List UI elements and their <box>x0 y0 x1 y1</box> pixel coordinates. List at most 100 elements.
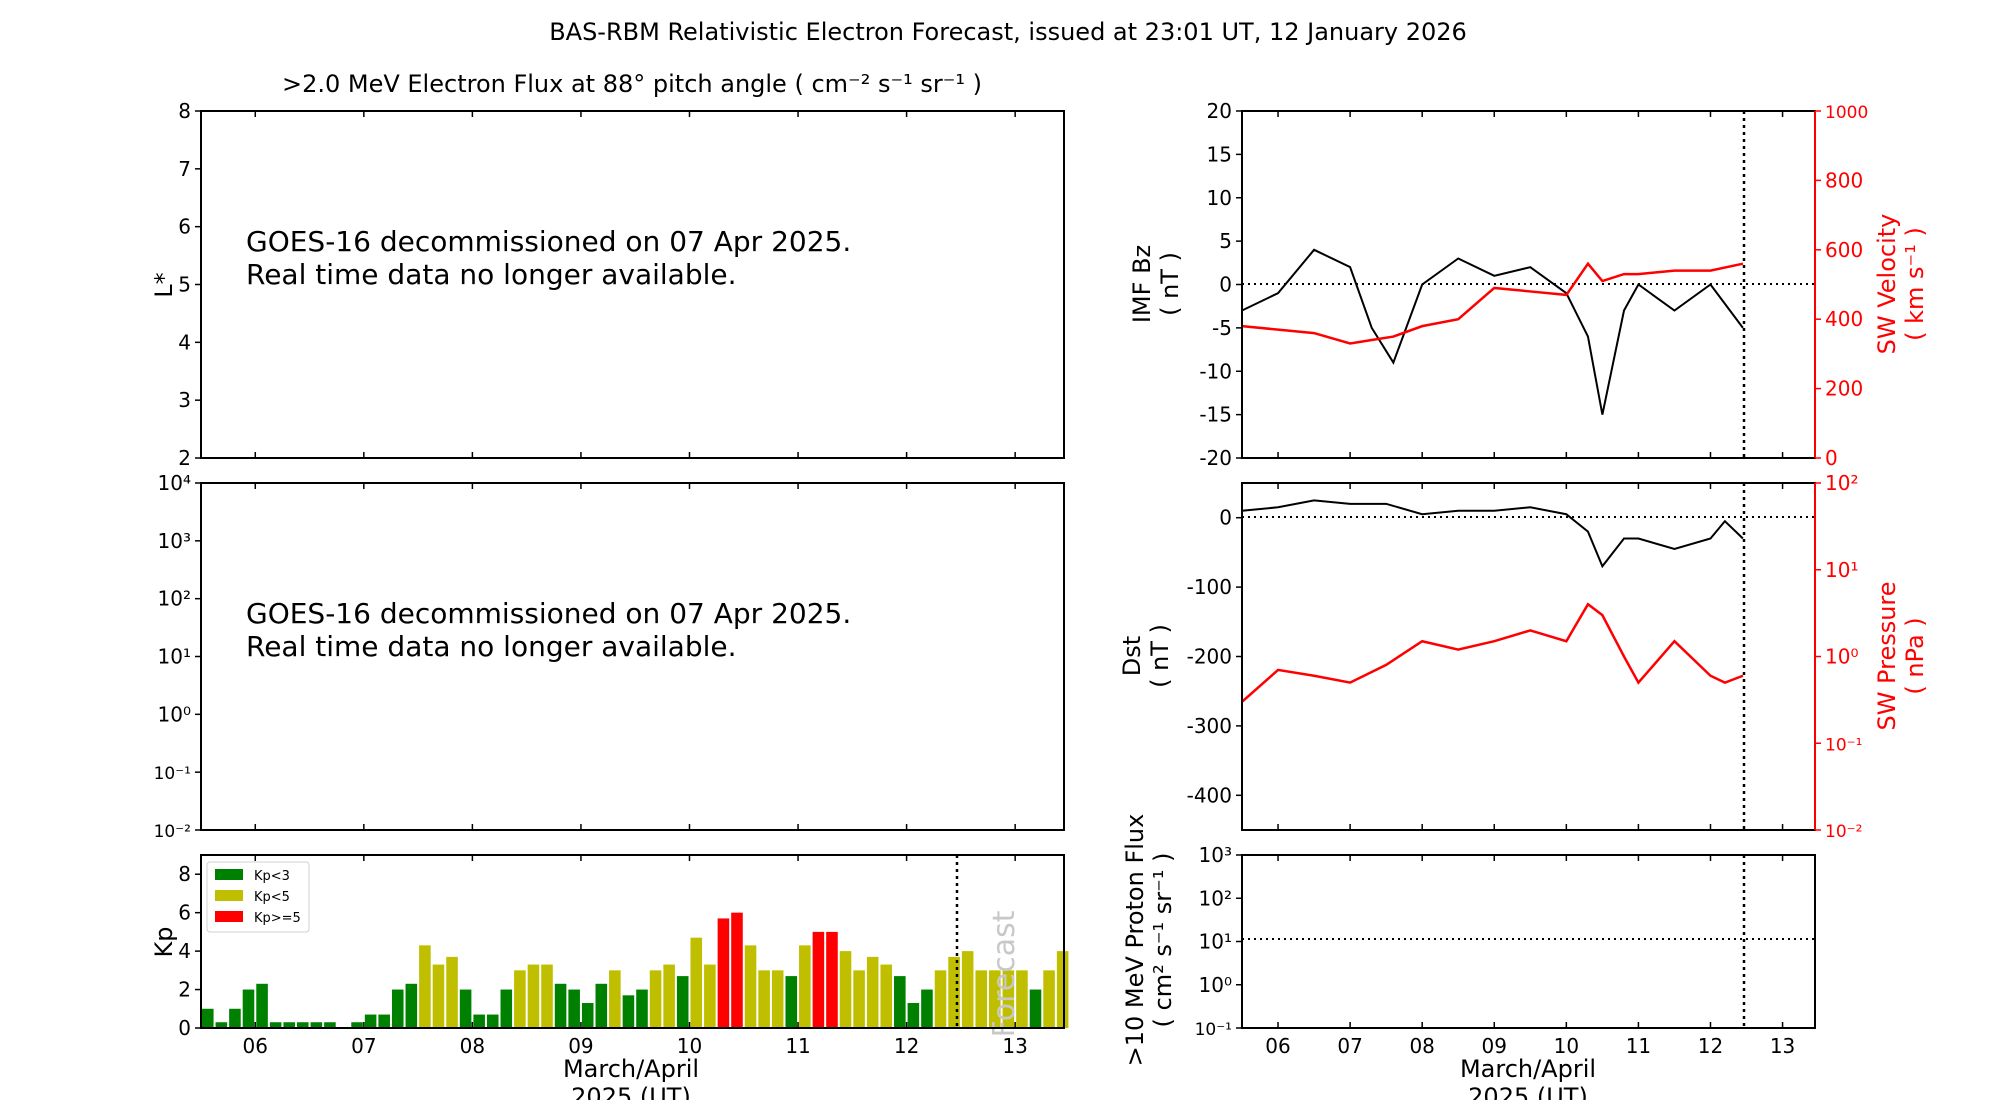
kp-legend-label-mid: Kp<5 <box>254 890 290 905</box>
kp-xtick-label: 07 <box>351 1034 376 1058</box>
kp-bar <box>853 970 865 1028</box>
sw-pressure-ytick-label: 10⁻¹ <box>1825 735 1862 755</box>
proton-xtick-label: 10 <box>1554 1034 1579 1058</box>
kp-bar <box>609 970 621 1028</box>
kp-bar <box>500 989 513 1028</box>
dst-axis-label-line2: ( nT ) <box>1146 624 1174 688</box>
kp-bar <box>839 951 852 1028</box>
dst-ytick-label: 0 <box>1219 506 1232 530</box>
proton-xtick-label: 06 <box>1265 1034 1290 1058</box>
kp-bar <box>202 1008 214 1028</box>
kp-bar <box>215 1022 228 1028</box>
proton-xtick-label: 08 <box>1409 1034 1434 1058</box>
kp-bar <box>296 1022 309 1028</box>
imf-axis-label-line2: ( nT ) <box>1156 252 1184 316</box>
kp-ytick-label: 4 <box>178 939 191 963</box>
lstar-ticks: 2 3 4 5 6 7 8 <box>178 99 1016 470</box>
kp-bar <box>731 912 743 1028</box>
kp-xtick-label: 10 <box>677 1034 702 1058</box>
kp-legend-label-high: Kp>=5 <box>254 911 301 926</box>
flux-ytick-label: 10¹ <box>158 645 191 669</box>
kp-bar <box>1029 989 1042 1028</box>
flux-notice-line2: Real time data no longer available. <box>246 630 737 663</box>
kp-panel: Forecast 0 2 4 6 8 06 07 08 09 10 11 12 13 Kp Kp<3 K… <box>150 854 1069 1100</box>
kp-bar <box>432 964 445 1028</box>
imf-ytick-label: -5 <box>1212 316 1232 340</box>
kp-bar <box>934 970 947 1028</box>
kp-ytick-label: 2 <box>178 978 191 1002</box>
kp-xaxis-label-line2: 2025 (UT) <box>571 1083 691 1100</box>
proton-axes-frame <box>1241 854 1816 1029</box>
flux-ytick-label: 10⁻¹ <box>154 764 191 784</box>
kp-bar <box>799 945 811 1028</box>
kp-xtick-label: 09 <box>568 1034 593 1058</box>
kp-xtick-label: 06 <box>243 1034 268 1058</box>
imf-ytick-label: -15 <box>1199 403 1232 427</box>
flux-ticks: 10⁻² 10⁻¹ 10⁰ 10¹ 10² 10³ 10⁴ <box>154 471 1016 842</box>
kp-bar <box>581 1003 594 1028</box>
lstar-ytick-label: 8 <box>178 99 191 123</box>
sw-velocity-ytick-label: 1000 <box>1825 103 1868 123</box>
kp-bar <box>663 964 675 1028</box>
kp-bar <box>310 1022 323 1028</box>
proton-xtick-label: 11 <box>1626 1034 1651 1058</box>
lstar-notice-line2: Real time data no longer available. <box>246 258 737 291</box>
kp-bar <box>405 983 418 1028</box>
kp-bar <box>459 989 472 1028</box>
flux-panel: 10⁻² 10⁻¹ 10⁰ 10¹ 10² 10³ 10⁴ GOES-16 decommis… <box>154 471 1065 842</box>
flux-ytick-label: 10³ <box>158 529 191 553</box>
kp-bar <box>622 995 635 1028</box>
proton-axis-label-line2: ( cm² s⁻¹ sr⁻¹ ) <box>1149 853 1177 1028</box>
dst-ticks: -400 -300 -200 -100 0 10⁻² 10⁻¹ 10⁰ 10¹ 10² <box>1187 471 1863 842</box>
kp-bar <box>880 964 893 1028</box>
proton-ytick-label: 10¹ <box>1199 930 1232 954</box>
sw-pressure-ytick-label: 10¹ <box>1825 558 1858 582</box>
kp-bar <box>514 970 526 1028</box>
kp-bar <box>961 951 974 1028</box>
imf-ytick-label: 15 <box>1207 142 1232 166</box>
kp-bar <box>785 976 798 1028</box>
sw-pressure-ytick-label: 10⁻² <box>1825 822 1862 842</box>
kp-bar <box>473 1014 485 1028</box>
kp-bar <box>269 1022 282 1028</box>
flux-ytick-label: 10² <box>158 587 191 611</box>
lstar-ytick-label: 7 <box>178 157 191 181</box>
sw-velocity-ytick-label: 200 <box>1825 377 1863 401</box>
kp-legend: Kp<3 Kp<5 Kp>=5 <box>206 861 310 933</box>
sw-pressure-ytick-label: 10² <box>1825 471 1858 495</box>
kp-bar <box>364 1014 377 1028</box>
figure-title: BAS-RBM Relativistic Electron Forecast, … <box>549 18 1467 46</box>
proton-xaxis-label-line2: 2025 (UT) <box>1468 1083 1588 1100</box>
kp-legend-swatch-low <box>215 869 243 880</box>
kp-bar <box>419 945 431 1028</box>
kp-legend-swatch-high <box>215 911 243 922</box>
kp-bar <box>704 964 716 1028</box>
kp-bar <box>229 1008 241 1028</box>
lstar-axis-label: L* <box>150 272 178 297</box>
lstar-ytick-label: 6 <box>178 215 191 239</box>
kp-bar <box>1016 970 1028 1028</box>
lstar-ytick-label: 4 <box>178 330 191 354</box>
proton-panel: 10⁻¹ 10⁰ 10¹ 10² 10³ 06 07 08 09 10 11 12 13 >10 MeV… <box>1121 814 1816 1100</box>
proton-ticks: 10⁻¹ 10⁰ 10¹ 10² 10³ 06 07 08 09 10 11 12 13 <box>1195 843 1796 1058</box>
kp-bar <box>283 1022 295 1028</box>
kp-bar <box>758 970 770 1028</box>
kp-axis-label: Kp <box>150 927 178 958</box>
dst-axis-label-line1: Dst <box>1118 636 1146 676</box>
kp-xaxis-label-line1: March/April <box>563 1055 699 1083</box>
kp-ticks: 0 2 4 6 8 06 07 08 09 10 11 12 13 <box>178 855 1028 1058</box>
sw-pressure-axis-label-line1: SW Pressure <box>1873 581 1901 730</box>
proton-ytick-label: 10³ <box>1199 843 1232 867</box>
kp-bar <box>826 931 838 1028</box>
proton-xtick-label: 13 <box>1770 1034 1795 1058</box>
kp-bar <box>676 976 689 1028</box>
imf-ytick-label: 5 <box>1219 229 1232 253</box>
kp-bar <box>636 989 648 1028</box>
kp-bar <box>690 937 703 1028</box>
kp-bar <box>744 945 757 1028</box>
kp-forecast-label: Forecast <box>987 910 1022 1037</box>
sw-velocity-ytick-label: 800 <box>1825 168 1863 192</box>
proton-ytick-label: 10⁰ <box>1199 973 1232 997</box>
dst-ytick-label: -200 <box>1187 645 1232 669</box>
